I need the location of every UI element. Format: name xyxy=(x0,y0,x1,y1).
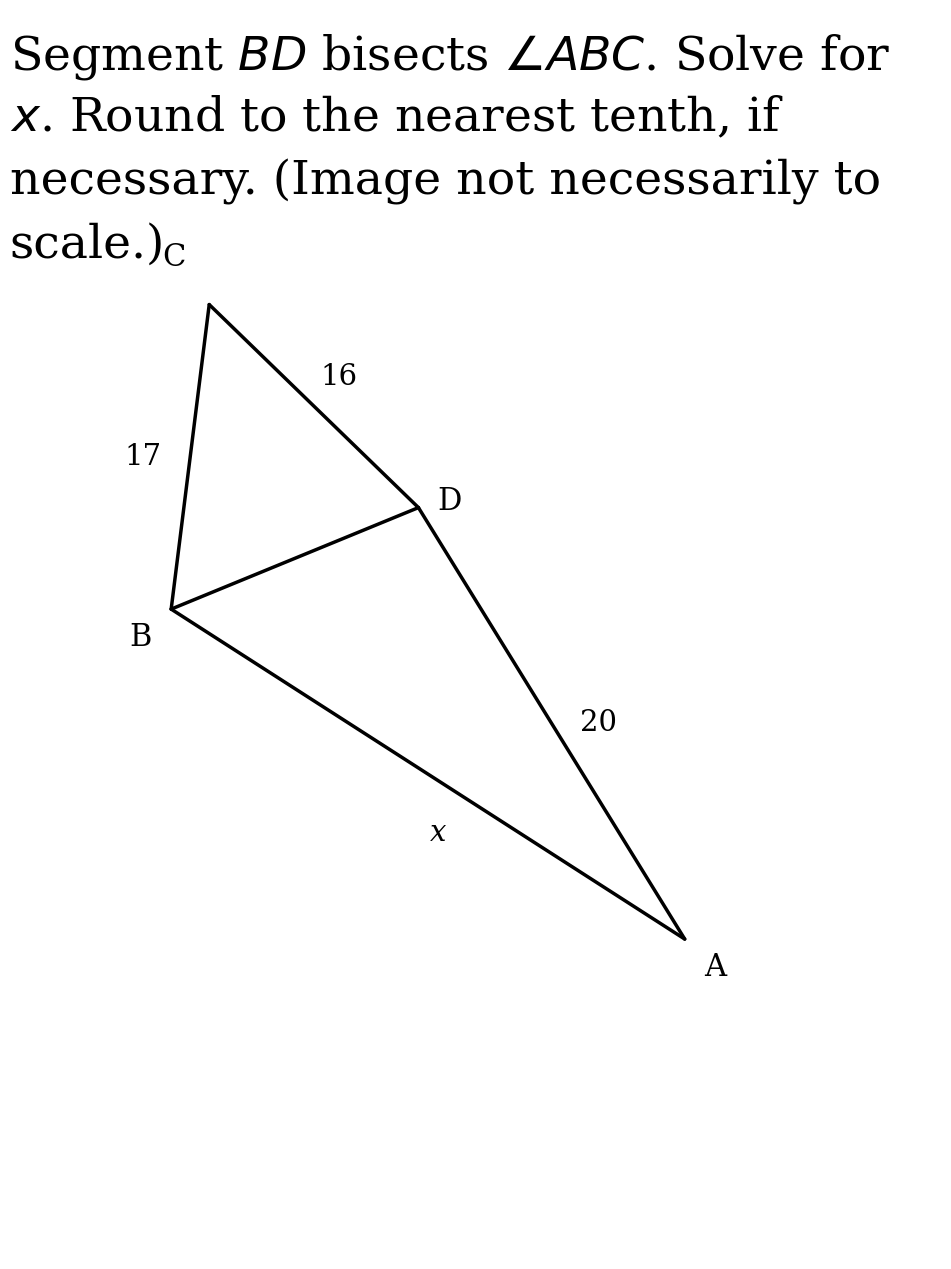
Text: x: x xyxy=(430,819,446,846)
Text: 17: 17 xyxy=(125,443,162,471)
Text: 20: 20 xyxy=(580,709,617,737)
Text: C: C xyxy=(162,242,185,273)
Text: B: B xyxy=(129,622,152,652)
Text: Segment $\boldsymbol{\mathit{BD}}$ bisects $\angle\boldsymbol{\mathit{ABC}}$. So: Segment $\boldsymbol{\mathit{BD}}$ bisec… xyxy=(10,32,890,81)
Text: D: D xyxy=(437,486,462,516)
Text: A: A xyxy=(704,952,726,982)
Text: 16: 16 xyxy=(320,363,358,391)
Text: $\mathit{x}$. Round to the nearest tenth, if: $\mathit{x}$. Round to the nearest tenth… xyxy=(10,95,784,141)
Text: scale.): scale.) xyxy=(10,222,165,268)
Text: necessary. (Image not necessarily to: necessary. (Image not necessarily to xyxy=(10,159,881,204)
